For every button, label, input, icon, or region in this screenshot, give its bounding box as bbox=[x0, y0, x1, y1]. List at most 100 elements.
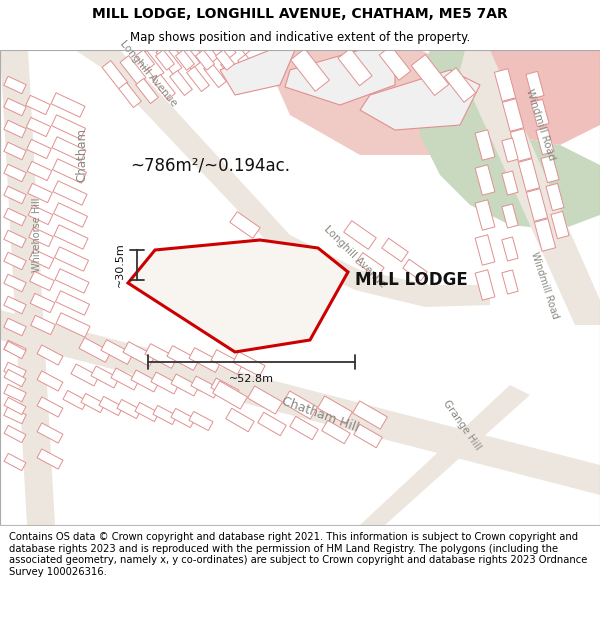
Polygon shape bbox=[536, 127, 554, 154]
Polygon shape bbox=[210, 31, 236, 59]
Polygon shape bbox=[233, 352, 265, 376]
Text: ~52.8m: ~52.8m bbox=[229, 374, 274, 384]
Polygon shape bbox=[4, 398, 26, 414]
Polygon shape bbox=[0, 50, 55, 525]
Polygon shape bbox=[156, 46, 182, 74]
Polygon shape bbox=[4, 208, 26, 226]
Polygon shape bbox=[502, 204, 518, 228]
Polygon shape bbox=[29, 228, 53, 247]
Polygon shape bbox=[120, 56, 146, 84]
Polygon shape bbox=[4, 186, 26, 204]
Text: ~786m²/~0.194ac.: ~786m²/~0.194ac. bbox=[130, 156, 290, 174]
Polygon shape bbox=[51, 92, 85, 118]
Text: Contains OS data © Crown copyright and database right 2021. This information is : Contains OS data © Crown copyright and d… bbox=[9, 532, 587, 577]
Polygon shape bbox=[131, 370, 159, 392]
Polygon shape bbox=[511, 129, 532, 161]
Polygon shape bbox=[221, 242, 249, 268]
Polygon shape bbox=[411, 54, 449, 96]
Polygon shape bbox=[4, 142, 26, 160]
Text: ~30.5m: ~30.5m bbox=[115, 242, 125, 288]
Polygon shape bbox=[546, 183, 564, 211]
Polygon shape bbox=[55, 247, 89, 271]
Polygon shape bbox=[26, 96, 50, 114]
Polygon shape bbox=[212, 381, 247, 409]
Polygon shape bbox=[152, 74, 175, 99]
Polygon shape bbox=[460, 50, 600, 325]
Polygon shape bbox=[192, 36, 218, 64]
Polygon shape bbox=[56, 312, 90, 338]
Text: MILL LODGE: MILL LODGE bbox=[355, 271, 468, 289]
Polygon shape bbox=[270, 50, 500, 155]
Polygon shape bbox=[475, 200, 495, 230]
Text: Whitehorse Hill: Whitehorse Hill bbox=[32, 198, 42, 272]
Polygon shape bbox=[518, 159, 539, 191]
Polygon shape bbox=[490, 50, 600, 145]
Polygon shape bbox=[145, 344, 177, 368]
Polygon shape bbox=[27, 139, 51, 159]
Polygon shape bbox=[502, 99, 524, 131]
Polygon shape bbox=[135, 402, 159, 422]
Polygon shape bbox=[28, 206, 53, 224]
Polygon shape bbox=[37, 423, 63, 443]
Polygon shape bbox=[27, 161, 52, 181]
Polygon shape bbox=[211, 378, 239, 400]
Polygon shape bbox=[4, 230, 26, 248]
Polygon shape bbox=[151, 372, 179, 394]
Polygon shape bbox=[211, 349, 243, 374]
Polygon shape bbox=[71, 364, 99, 386]
Polygon shape bbox=[502, 171, 518, 195]
Polygon shape bbox=[75, 50, 490, 307]
Polygon shape bbox=[37, 397, 63, 417]
Polygon shape bbox=[117, 399, 141, 419]
Polygon shape bbox=[4, 318, 26, 336]
Polygon shape bbox=[136, 50, 154, 70]
Polygon shape bbox=[4, 341, 26, 359]
Polygon shape bbox=[494, 69, 515, 101]
Polygon shape bbox=[81, 393, 105, 412]
Polygon shape bbox=[167, 346, 199, 371]
Polygon shape bbox=[526, 189, 548, 221]
Polygon shape bbox=[52, 115, 86, 139]
Polygon shape bbox=[502, 237, 518, 261]
Polygon shape bbox=[4, 76, 26, 94]
Text: MILL LODGE, LONGHILL AVENUE, CHATHAM, ME5 7AR: MILL LODGE, LONGHILL AVENUE, CHATHAM, ME… bbox=[92, 7, 508, 21]
Polygon shape bbox=[174, 41, 200, 69]
Polygon shape bbox=[187, 66, 209, 91]
Polygon shape bbox=[290, 49, 329, 91]
Polygon shape bbox=[0, 310, 600, 495]
Polygon shape bbox=[102, 61, 128, 89]
Polygon shape bbox=[475, 270, 495, 300]
Polygon shape bbox=[4, 369, 26, 387]
Polygon shape bbox=[128, 240, 348, 352]
Polygon shape bbox=[155, 50, 175, 70]
Polygon shape bbox=[403, 259, 427, 281]
Text: Windmill Road: Windmill Road bbox=[524, 88, 556, 162]
Polygon shape bbox=[379, 46, 411, 80]
Polygon shape bbox=[79, 338, 111, 362]
Polygon shape bbox=[37, 345, 63, 365]
Polygon shape bbox=[153, 406, 177, 424]
Text: Chatham: Chatham bbox=[76, 128, 89, 182]
Polygon shape bbox=[30, 293, 55, 312]
Polygon shape bbox=[4, 362, 26, 380]
Polygon shape bbox=[317, 396, 352, 424]
Polygon shape bbox=[52, 137, 86, 161]
Polygon shape bbox=[4, 406, 26, 424]
Polygon shape bbox=[356, 253, 384, 278]
Polygon shape bbox=[415, 50, 600, 230]
Polygon shape bbox=[119, 82, 142, 107]
Polygon shape bbox=[248, 386, 283, 414]
Polygon shape bbox=[171, 408, 195, 428]
Polygon shape bbox=[535, 219, 556, 251]
Polygon shape bbox=[4, 384, 26, 402]
Polygon shape bbox=[203, 62, 226, 88]
Polygon shape bbox=[189, 348, 221, 372]
Polygon shape bbox=[30, 271, 54, 291]
Text: Map shows position and indicative extent of the property.: Map shows position and indicative extent… bbox=[130, 31, 470, 44]
Polygon shape bbox=[52, 159, 86, 183]
Text: Windmill Road: Windmill Road bbox=[529, 250, 560, 320]
Polygon shape bbox=[4, 98, 26, 116]
Polygon shape bbox=[170, 71, 193, 96]
Polygon shape bbox=[226, 408, 254, 432]
Polygon shape bbox=[4, 253, 26, 270]
